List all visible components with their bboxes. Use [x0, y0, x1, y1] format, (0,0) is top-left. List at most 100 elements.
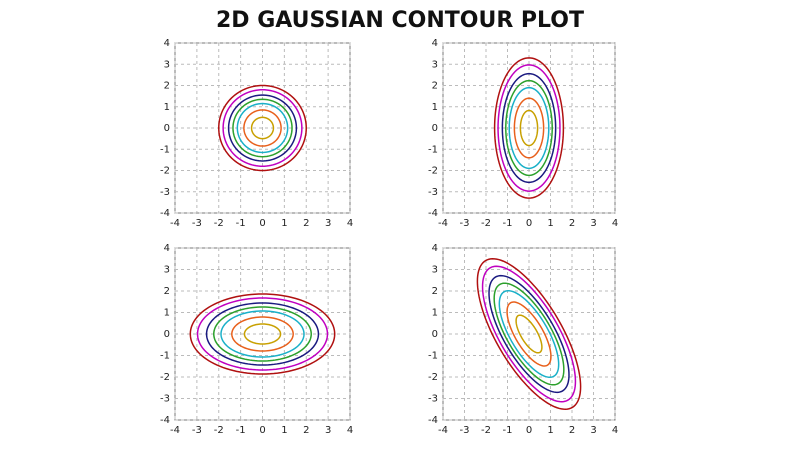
x-tick-label: 1 [281, 218, 287, 229]
contour-line [250, 116, 275, 140]
y-tick-label: 1 [432, 102, 438, 113]
y-tick-label: 3 [164, 59, 170, 70]
contour-line [213, 306, 312, 362]
y-tick-label: 3 [164, 265, 170, 276]
y-tick-label: 2 [432, 81, 438, 92]
contour-line [243, 109, 282, 147]
y-tick-label: 1 [164, 102, 170, 113]
y-tick-label: 3 [432, 265, 438, 276]
x-tick-label: -4 [170, 218, 180, 229]
contour-line [505, 79, 553, 177]
x-tick-label: -1 [236, 218, 246, 229]
x-tick-label: -3 [192, 425, 202, 436]
contour-line [217, 84, 308, 172]
y-tick-label: 2 [432, 286, 438, 297]
y-tick-label: -3 [160, 187, 170, 198]
contour-line [232, 98, 293, 158]
y-tick-label: -3 [428, 187, 438, 198]
y-tick-label: -3 [428, 394, 438, 405]
figure-title: 2D GAUSSIAN CONTOUR PLOT [216, 8, 584, 33]
x-tick-label: 3 [590, 218, 596, 229]
y-tick-label: -1 [160, 144, 170, 155]
y-tick-label: -4 [160, 208, 170, 219]
y-tick-label: -4 [428, 415, 438, 426]
y-tick-label: -4 [160, 415, 170, 426]
y-tick-label: -2 [428, 372, 438, 383]
x-tick-label: -4 [170, 425, 180, 436]
contour-line [488, 274, 570, 394]
x-tick-label: -4 [438, 218, 448, 229]
x-tick-label: 1 [547, 425, 553, 436]
x-tick-label: 3 [590, 425, 596, 436]
x-tick-label: -2 [481, 218, 491, 229]
contour-line [231, 316, 294, 352]
x-tick-label: 2 [303, 425, 309, 436]
x-tick-label: -2 [481, 425, 491, 436]
x-tick-label: 2 [303, 218, 309, 229]
y-tick-label: 3 [432, 59, 438, 70]
x-tick-label: -4 [438, 425, 448, 436]
contour-line [501, 72, 557, 184]
contour-line [493, 282, 565, 386]
contour-line [243, 323, 282, 345]
y-tick-label: 0 [164, 329, 170, 340]
contour-line [227, 94, 298, 162]
y-tick-label: -4 [428, 208, 438, 219]
y-tick-label: 1 [164, 308, 170, 319]
y-tick-label: 4 [432, 243, 438, 254]
contour-line [205, 302, 320, 366]
x-tick-label: 1 [547, 218, 553, 229]
contour-line [189, 293, 336, 375]
y-tick-label: -3 [160, 394, 170, 405]
x-tick-label: -2 [214, 425, 224, 436]
contour-line [476, 257, 582, 411]
x-tick-label: 3 [325, 218, 331, 229]
y-tick-label: -2 [428, 166, 438, 177]
y-tick-label: 4 [164, 38, 170, 49]
y-tick-label: -1 [160, 351, 170, 362]
x-tick-label: 4 [612, 425, 618, 436]
contour-line [481, 265, 577, 403]
contour-line [497, 64, 561, 192]
x-tick-label: 2 [569, 425, 575, 436]
x-tick-label: 0 [259, 218, 265, 229]
x-tick-label: -2 [214, 218, 224, 229]
x-tick-label: -1 [503, 218, 513, 229]
x-tick-label: 2 [569, 218, 575, 229]
x-tick-label: -1 [503, 425, 513, 436]
y-tick-label: 0 [432, 329, 438, 340]
y-tick-label: -1 [428, 144, 438, 155]
x-tick-label: -1 [236, 425, 246, 436]
contour-line [220, 310, 305, 358]
y-tick-label: -1 [428, 351, 438, 362]
y-tick-label: 0 [432, 123, 438, 134]
contour-line [506, 301, 552, 367]
y-tick-label: -2 [160, 372, 170, 383]
x-tick-label: 3 [325, 425, 331, 436]
x-tick-label: 4 [612, 218, 618, 229]
y-tick-label: 0 [164, 123, 170, 134]
x-tick-label: -3 [460, 218, 470, 229]
x-tick-label: 0 [526, 218, 532, 229]
y-tick-label: 2 [164, 81, 170, 92]
y-tick-label: 4 [432, 38, 438, 49]
y-tick-label: 2 [164, 286, 170, 297]
x-tick-label: 0 [259, 425, 265, 436]
contour-line [236, 102, 289, 154]
y-tick-label: 1 [432, 308, 438, 319]
x-tick-label: -3 [460, 425, 470, 436]
contour-line [196, 297, 329, 371]
contour-line [493, 57, 565, 199]
contour-line [498, 289, 560, 379]
x-tick-label: -3 [192, 218, 202, 229]
x-tick-label: 1 [281, 425, 287, 436]
x-tick-label: 0 [526, 425, 532, 436]
contour-line [519, 109, 539, 147]
y-tick-label: 4 [164, 243, 170, 254]
x-tick-label: 4 [347, 218, 353, 229]
contour-line [222, 88, 303, 168]
contour-line [508, 86, 550, 170]
x-tick-label: 4 [347, 425, 353, 436]
